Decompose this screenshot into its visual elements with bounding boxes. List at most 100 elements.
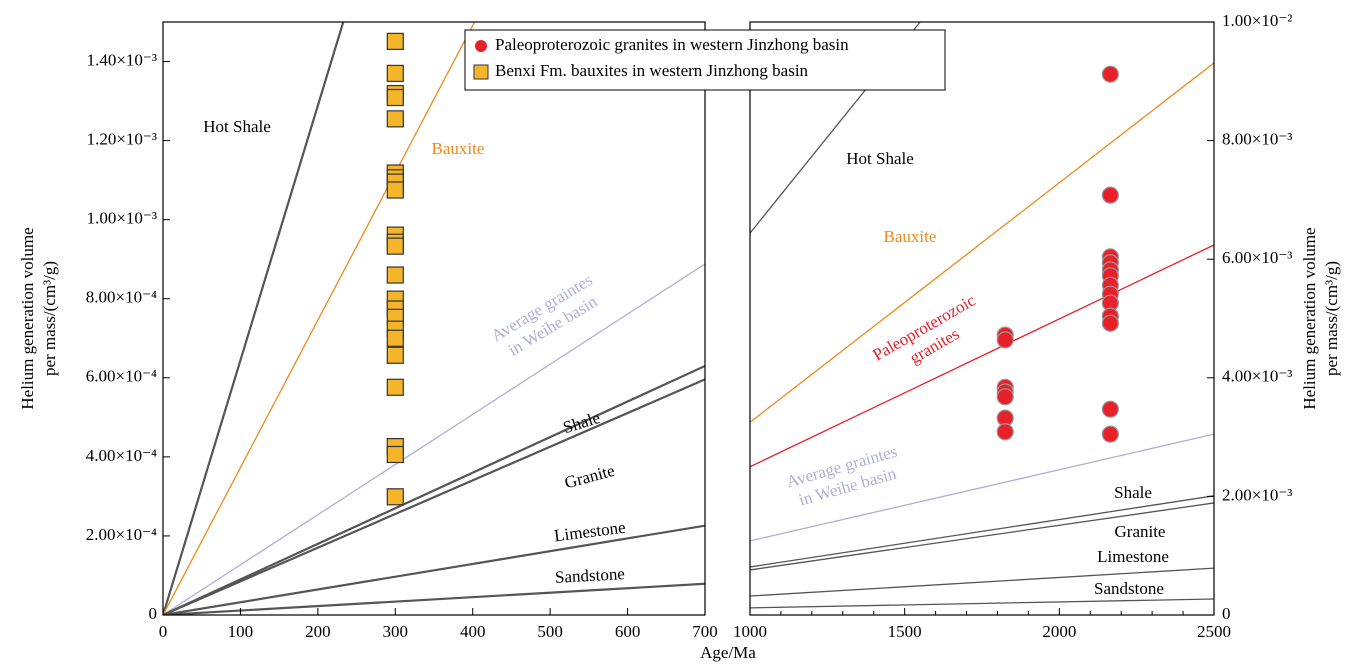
square-marker — [386, 445, 404, 464]
x-tick-label: 400 — [460, 622, 486, 641]
line-label: Granite — [563, 461, 617, 493]
rate-line — [163, 378, 705, 615]
plot-area — [163, 22, 705, 615]
square-marker — [386, 88, 404, 107]
y-tick-label: 2.00×10⁻⁴ — [86, 525, 157, 544]
line-label: Average graintesin Weihe basin — [488, 270, 607, 363]
x-tick-label: 200 — [305, 622, 331, 641]
y-tick-label: 0 — [1222, 604, 1231, 623]
y-tick-label: 8.00×10⁻³ — [1222, 130, 1292, 149]
x-tick-label: 300 — [383, 622, 409, 641]
x-tick-label: 1000 — [733, 622, 767, 641]
x-tick-label: 700 — [692, 622, 718, 641]
y-axis-label-part: per mass/(cm³/g) — [40, 261, 59, 376]
line-label-part: Sandstone — [1094, 579, 1164, 598]
rate-line — [750, 62, 1214, 423]
line-label: Granite — [1115, 522, 1166, 541]
line-label: Bauxite — [432, 139, 485, 158]
x-tick-label: 2500 — [1197, 622, 1231, 641]
rate-line — [163, 263, 705, 615]
line-label: Limestone — [1097, 547, 1169, 566]
y-tick-label: 1.40×10⁻³ — [87, 50, 157, 69]
rate-line — [750, 598, 1214, 609]
rate-line — [163, 22, 345, 615]
line-label: Paleoproterozoicgranites — [869, 290, 989, 382]
x-tick-label: 600 — [615, 622, 641, 641]
y-tick-label: 4.00×10⁻³ — [1222, 367, 1292, 386]
rate-line — [163, 364, 705, 615]
circle-marker — [1101, 186, 1119, 204]
x-tick-label: 500 — [537, 622, 563, 641]
rate-line — [163, 22, 476, 615]
square-marker — [386, 181, 404, 199]
circle-marker — [996, 388, 1014, 406]
line-label-part: Granite — [563, 461, 617, 493]
x-tick-label: 1500 — [888, 622, 922, 641]
y-tick-label: 2.00×10⁻³ — [1222, 485, 1292, 504]
circle-marker — [996, 331, 1014, 349]
line-label: Hot Shale — [203, 117, 271, 136]
circle-marker — [1101, 314, 1119, 332]
square-marker — [386, 266, 404, 284]
y-tick-label: 8.00×10⁻⁴ — [86, 288, 157, 307]
line-label-part: Granite — [1115, 522, 1166, 541]
y-tick-label: 0 — [149, 604, 158, 623]
rate-line — [750, 22, 921, 234]
rate-line — [750, 433, 1214, 542]
y-tick-label: 6.00×10⁻³ — [1222, 248, 1292, 267]
legend-box — [464, 29, 946, 91]
legend-label: Benxi Fm. bauxites in western Jinzhong b… — [495, 61, 809, 80]
y-axis-label: Helium generation volume per mass/(cm³/g) — [18, 227, 59, 409]
rate-line — [163, 524, 705, 615]
square-marker — [386, 346, 404, 364]
x-tick-label: 0 — [159, 622, 168, 641]
y-axis-label-part: Helium generation volume — [18, 227, 37, 409]
line-label-part: Hot Shale — [203, 117, 271, 136]
square-marker — [386, 488, 404, 506]
line-label: Average graintesin Weihe basin — [784, 441, 905, 511]
rate-line — [750, 495, 1214, 568]
line-label: Sandstone — [555, 564, 626, 587]
plot-frame — [749, 21, 1215, 616]
rate-line — [750, 244, 1214, 468]
square-marker — [386, 237, 404, 255]
line-label-part: Shale — [1114, 483, 1152, 502]
line-label: Sandstone — [1094, 579, 1164, 598]
square-marker — [386, 64, 404, 82]
y-tick-label: 6.00×10⁻⁴ — [86, 367, 157, 386]
circle-marker — [1101, 400, 1119, 418]
square-marker — [386, 32, 404, 50]
y-tick-label: 1.20×10⁻³ — [87, 130, 157, 149]
y-axis-label-part: per mass/(cm³/g) — [1322, 261, 1341, 376]
y-axis-label: Helium generation volume per mass/(cm³/g) — [1300, 227, 1341, 409]
square-marker — [386, 110, 404, 128]
line-label-part: Limestone — [1097, 547, 1169, 566]
x-tick-label: 2000 — [1042, 622, 1076, 641]
rate-line — [750, 567, 1214, 597]
legend-label: Paleoproterozoic granites in western Jin… — [495, 35, 849, 54]
y-tick-label: 4.00×10⁻⁴ — [86, 446, 157, 465]
line-label: Hot Shale — [846, 149, 914, 168]
circle-marker — [1101, 425, 1119, 443]
y-axis-label-part: Helium generation volume — [1300, 227, 1319, 409]
square-marker — [386, 329, 404, 347]
legend-circle — [475, 40, 487, 52]
legend-square — [473, 64, 489, 80]
y-tick-label: 1.00×10⁻³ — [87, 209, 157, 228]
x-tick-label: 100 — [228, 622, 254, 641]
plot-area — [750, 22, 1214, 609]
x-axis-label: Age/Ma — [700, 643, 756, 662]
line-label-part: Bauxite — [432, 139, 485, 158]
circle-marker — [996, 423, 1014, 441]
line-label-part: Sandstone — [555, 564, 626, 587]
y-tick-label: 1.00×10⁻² — [1222, 11, 1292, 30]
square-marker — [386, 378, 404, 396]
line-label: Bauxite — [884, 227, 937, 246]
line-label-part: Bauxite — [884, 227, 937, 246]
rate-line — [163, 582, 705, 615]
circle-marker — [1101, 65, 1119, 83]
rate-line — [750, 502, 1214, 571]
plot-frame — [162, 21, 706, 616]
line-label: Shale — [1114, 483, 1152, 502]
